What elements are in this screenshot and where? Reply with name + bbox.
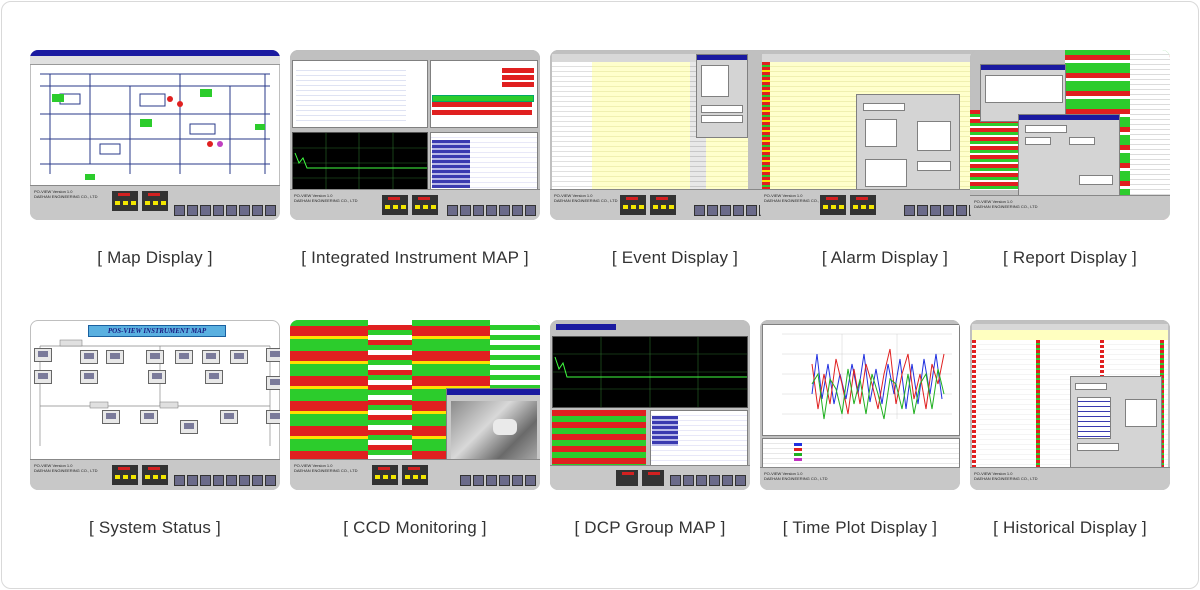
card-event-display[interactable]: PO-VIEW Version 1.0 DAEHAN ENGINEERING CO…	[550, 50, 800, 267]
ccd-monitoring-screenshot[interactable]: PO-VIEW Version 1.0 DAEHAN ENGINEERING CO…	[290, 320, 540, 490]
card-ccd-monitoring[interactable]: PO-VIEW Version 1.0 DAEHAN ENGINEERING CO…	[290, 320, 540, 537]
caption-integrated-instrument-map: [ Integrated Instrument MAP ]	[301, 248, 529, 267]
caption-map-display: [ Map Display ]	[97, 248, 213, 267]
caption-report-display: [ Report Display ]	[1003, 248, 1137, 267]
system-status-screenshot[interactable]: POS-VIEW INSTRUMENT MAP PO-	[30, 320, 280, 490]
time-plot-chart	[782, 333, 952, 420]
card-historical-display[interactable]: PO-VIEW Version 1.0 DAEHAN ENGINEERING CO…	[970, 320, 1200, 537]
card-report-display[interactable]: PO-VIEW Version 1.0 DAEHAN ENGINEERING CO…	[970, 50, 1200, 267]
caption-ccd-monitoring: [ CCD Monitoring ]	[343, 518, 487, 537]
card-time-plot-display[interactable]: PO-VIEW Version 1.0 DAEHAN ENGINEERING CO…	[760, 320, 1010, 537]
caption-dcp-group-map: [ DCP Group MAP ]	[574, 518, 726, 537]
card-system-status[interactable]: POS-VIEW INSTRUMENT MAP PO-	[30, 320, 280, 537]
dcp-group-map-screenshot[interactable]	[550, 320, 750, 490]
card-map-display[interactable]: PO-VIEW Version 1.0 DAEHAN ENGINEERING CO…	[30, 50, 280, 267]
report-display-screenshot[interactable]: PO-VIEW Version 1.0 DAEHAN ENGINEERING CO…	[970, 50, 1170, 220]
historical-display-screenshot[interactable]: PO-VIEW Version 1.0 DAEHAN ENGINEERING CO…	[970, 320, 1170, 490]
instrument-map-screenshot[interactable]: PO-VIEW Version 1.0 DAEHAN ENGINEERING CO…	[290, 50, 540, 220]
event-display-screenshot[interactable]: PO-VIEW Version 1.0 DAEHAN ENGINEERING CO…	[550, 50, 800, 220]
map-display-screenshot[interactable]: PO-VIEW Version 1.0 DAEHAN ENGINEERING CO…	[30, 50, 280, 220]
caption-historical-display: [ Historical Display ]	[993, 518, 1147, 537]
card-integrated-instrument-map[interactable]: PO-VIEW Version 1.0 DAEHAN ENGINEERING CO…	[290, 50, 540, 267]
caption-event-display: [ Event Display ]	[611, 248, 739, 267]
caption-alarm-display: [ Alarm Display ]	[821, 248, 949, 267]
network-diagram	[39, 339, 271, 446]
caption-time-plot-display: [ Time Plot Display ]	[782, 518, 938, 537]
caption-system-status: [ System Status ]	[89, 518, 221, 537]
time-plot-screenshot[interactable]: PO-VIEW Version 1.0 DAEHAN ENGINEERING CO…	[760, 320, 960, 490]
system-status-banner: POS-VIEW INSTRUMENT MAP	[88, 325, 226, 337]
card-dcp-group-map[interactable]: [ DCP Group MAP ]	[550, 320, 800, 537]
map-diagram	[40, 73, 270, 180]
